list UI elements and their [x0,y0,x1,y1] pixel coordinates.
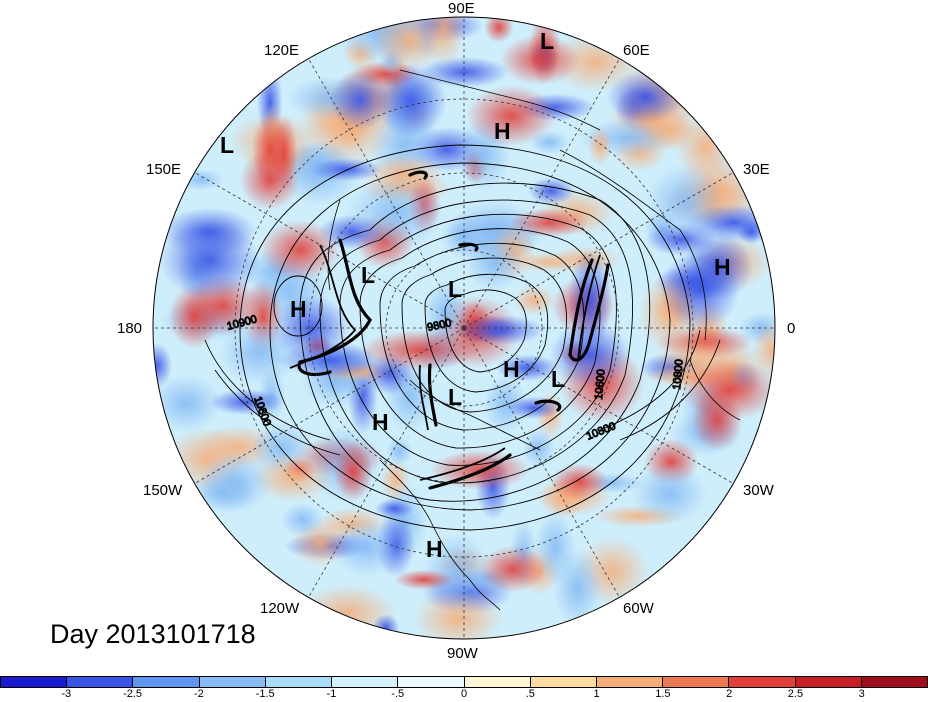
colorbar-swatch [332,677,399,687]
colorbar-label: 2 [726,688,733,700]
lon-label: 120E [264,42,300,59]
colorbar-swatch [67,677,134,687]
colorbar-swatch [133,677,200,687]
colorbar-swatch [596,677,664,687]
high-pressure-marker: H [714,254,731,280]
colorbar-label: -2.5 [123,688,143,700]
anomaly-shading [153,17,775,639]
colorbar [0,676,928,688]
lon-label: 30W [743,482,774,499]
high-pressure-marker: H [426,536,443,562]
colorbar-swatch [795,677,862,687]
contour-label: 9800 [426,317,452,334]
colorbar-swatch [265,677,333,687]
lon-label: 60W [623,600,654,617]
map-boundary [152,16,776,640]
lon-label: 0 [787,320,796,337]
low-pressure-marker: L [361,262,376,288]
low-pressure-marker: L [448,384,463,410]
lon-label: 120W [260,600,300,617]
colorbar-label: 0 [460,688,468,700]
lat-lon-grid [153,17,775,639]
colorbar-swatch [464,677,531,687]
high-pressure-marker: H [372,409,389,435]
colorbar-label: 3 [858,688,865,700]
colorbar-label: -.5 [391,688,405,700]
colorbar-label: 2.5 [787,688,804,700]
colorbar-label: -2 [193,688,204,700]
colorbar-swatch [861,677,928,687]
high-pressure-marker: H [503,356,520,382]
high-pressure-marker: H [290,296,307,322]
contour-label: 10600 [593,369,608,401]
lon-label: 150E [146,161,182,178]
map-title: Day 2013101718 [50,619,256,649]
low-pressure-marker: L [448,276,463,302]
colorbar-swatch [199,677,266,687]
colorbar-swatch [663,677,730,687]
lon-label: 30E [743,161,770,178]
colorbar-swatch [530,677,597,687]
lon-label: 60E [623,42,650,59]
lon-label: 90E [448,0,475,17]
colorbar-label: 1.5 [655,688,671,700]
contour-label: 10800 [671,359,686,391]
colorbar-label: -3 [61,688,72,700]
colorbar-swatch [398,677,465,687]
low-pressure-marker: L [540,28,555,54]
colorbar-label: -1 [326,688,337,700]
colorbar-swatch [729,677,796,687]
high-pressure-marker: H [494,118,511,144]
low-pressure-marker: L [220,132,235,158]
colorbar-label: .5 [525,688,535,700]
coastlines [327,69,741,611]
colorbar-label: -1.5 [255,688,275,700]
lon-label: 150W [143,482,183,499]
low-pressure-marker: L [551,366,566,392]
colorbar-label: 1 [593,688,600,700]
colorbar-swatch [1,677,68,687]
lon-label: 180 [117,320,143,337]
lon-label: 90W [447,645,478,662]
